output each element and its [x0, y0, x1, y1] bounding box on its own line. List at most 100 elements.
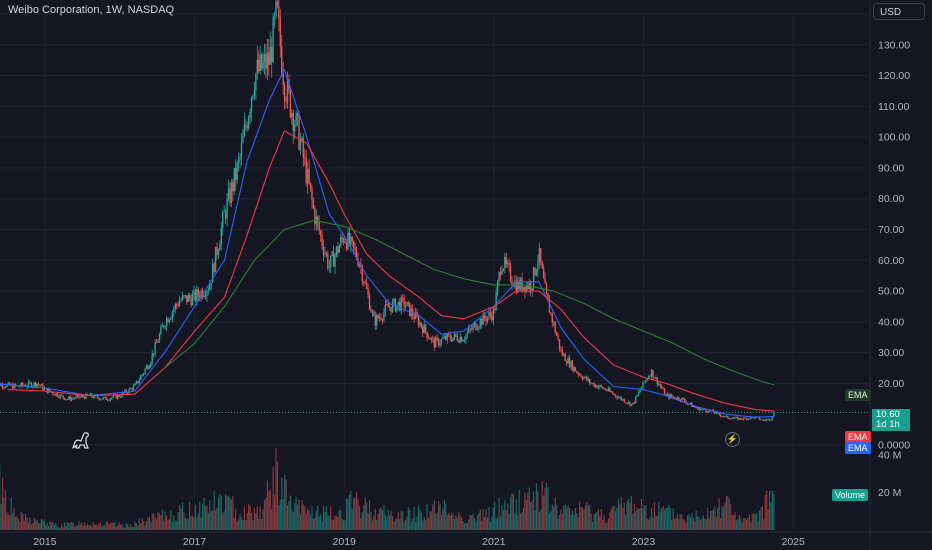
volume-bar	[46, 523, 48, 530]
volume-bar	[262, 509, 264, 530]
candle-body	[270, 46, 273, 63]
volume-bar	[638, 508, 640, 530]
volume-bar	[357, 499, 359, 530]
lightning-bolt-icon[interactable]: ⚡	[725, 432, 740, 447]
volume-bar	[132, 527, 135, 530]
x-tick-label: 2025	[781, 536, 805, 548]
volume-bar	[98, 523, 100, 530]
volume-bar	[276, 461, 279, 530]
candle-body	[771, 416, 774, 420]
candle-body	[601, 386, 604, 389]
candle-body	[725, 416, 728, 417]
candle-body	[764, 420, 766, 422]
volume-bar	[222, 512, 224, 530]
volume-bar	[7, 514, 9, 530]
volume-bar	[435, 514, 437, 530]
currency-button[interactable]: USD	[873, 3, 925, 20]
candle-body	[22, 382, 24, 386]
volume-bar	[155, 518, 158, 530]
candle-body	[163, 325, 165, 328]
candle-body	[553, 322, 555, 324]
volume-bar	[167, 520, 169, 530]
volume-bar	[330, 506, 332, 530]
volume-bar	[295, 497, 297, 530]
volume-bar	[406, 516, 408, 530]
volume-bar	[308, 510, 310, 530]
volume-bar	[758, 510, 761, 530]
bar-countdown: 1d 1h	[876, 419, 900, 430]
ema-mid-label: EMA	[845, 431, 871, 443]
volume-bar	[320, 514, 322, 530]
volume-bar	[589, 504, 591, 530]
candle-body	[443, 336, 446, 339]
candle-body	[763, 419, 765, 421]
candle-body	[683, 399, 686, 402]
candle-body	[167, 318, 169, 323]
candle-body	[384, 304, 387, 313]
candle-body	[253, 90, 256, 96]
candle-body	[560, 348, 562, 350]
candle-body	[401, 297, 404, 299]
volume-bar	[307, 508, 309, 530]
volume-bar	[19, 521, 21, 530]
volume-bar	[750, 522, 752, 530]
candle-body	[531, 288, 533, 292]
candle-body	[96, 395, 99, 398]
candle-body	[452, 337, 454, 342]
volume-bar	[27, 522, 30, 530]
volume-bar	[266, 480, 268, 530]
candle-body	[652, 369, 654, 378]
ema-long-label: EMA	[845, 389, 871, 401]
volume-bar	[694, 521, 696, 530]
candle-body	[437, 338, 440, 346]
volume-bar	[130, 524, 132, 530]
volume-bar	[168, 518, 171, 530]
volume-bar	[108, 523, 110, 530]
candle-body	[660, 386, 663, 389]
volume-bar	[462, 520, 464, 530]
volume-bar	[623, 503, 625, 530]
candle-body	[252, 95, 254, 98]
volume-bar	[609, 512, 611, 530]
candle-body	[455, 333, 457, 337]
candle-body	[653, 377, 656, 379]
y-tick-label: 110.00	[878, 101, 909, 113]
volume-bar	[177, 512, 179, 530]
volume-bar	[153, 512, 155, 530]
candle-body	[132, 385, 135, 391]
candle-body	[639, 390, 641, 392]
volume-bar	[455, 514, 457, 530]
candle-body	[236, 162, 238, 180]
candle-body	[335, 246, 338, 256]
candle-body	[609, 388, 611, 392]
tradingview-dino-logo-icon[interactable]	[71, 430, 93, 450]
volume-bar	[209, 500, 211, 530]
volume-bar	[698, 517, 700, 530]
candle-body	[567, 358, 569, 364]
candle-body	[76, 395, 79, 397]
volume-bar	[721, 506, 723, 530]
volume-bar	[627, 498, 630, 530]
candle-body	[278, 6, 280, 18]
candle-body	[160, 326, 162, 335]
volume-bar	[332, 519, 335, 530]
ema-line-2	[7, 130, 775, 412]
candle-body	[237, 159, 240, 163]
ema-line-3	[164, 219, 775, 386]
candle-body	[351, 236, 353, 241]
volume-bar	[453, 519, 456, 530]
volume-bar	[544, 487, 546, 530]
volume-bar	[26, 517, 28, 530]
candle-body	[466, 332, 469, 336]
volume-bar	[741, 522, 743, 530]
volume-bar	[121, 524, 123, 530]
volume-bar	[699, 520, 702, 530]
candle-body	[216, 246, 218, 255]
volume-bar	[311, 506, 313, 530]
volume-bar	[604, 523, 607, 530]
ema-short-label: EMA	[845, 442, 871, 454]
volume-bar	[118, 522, 120, 530]
volume-bar	[84, 522, 86, 530]
